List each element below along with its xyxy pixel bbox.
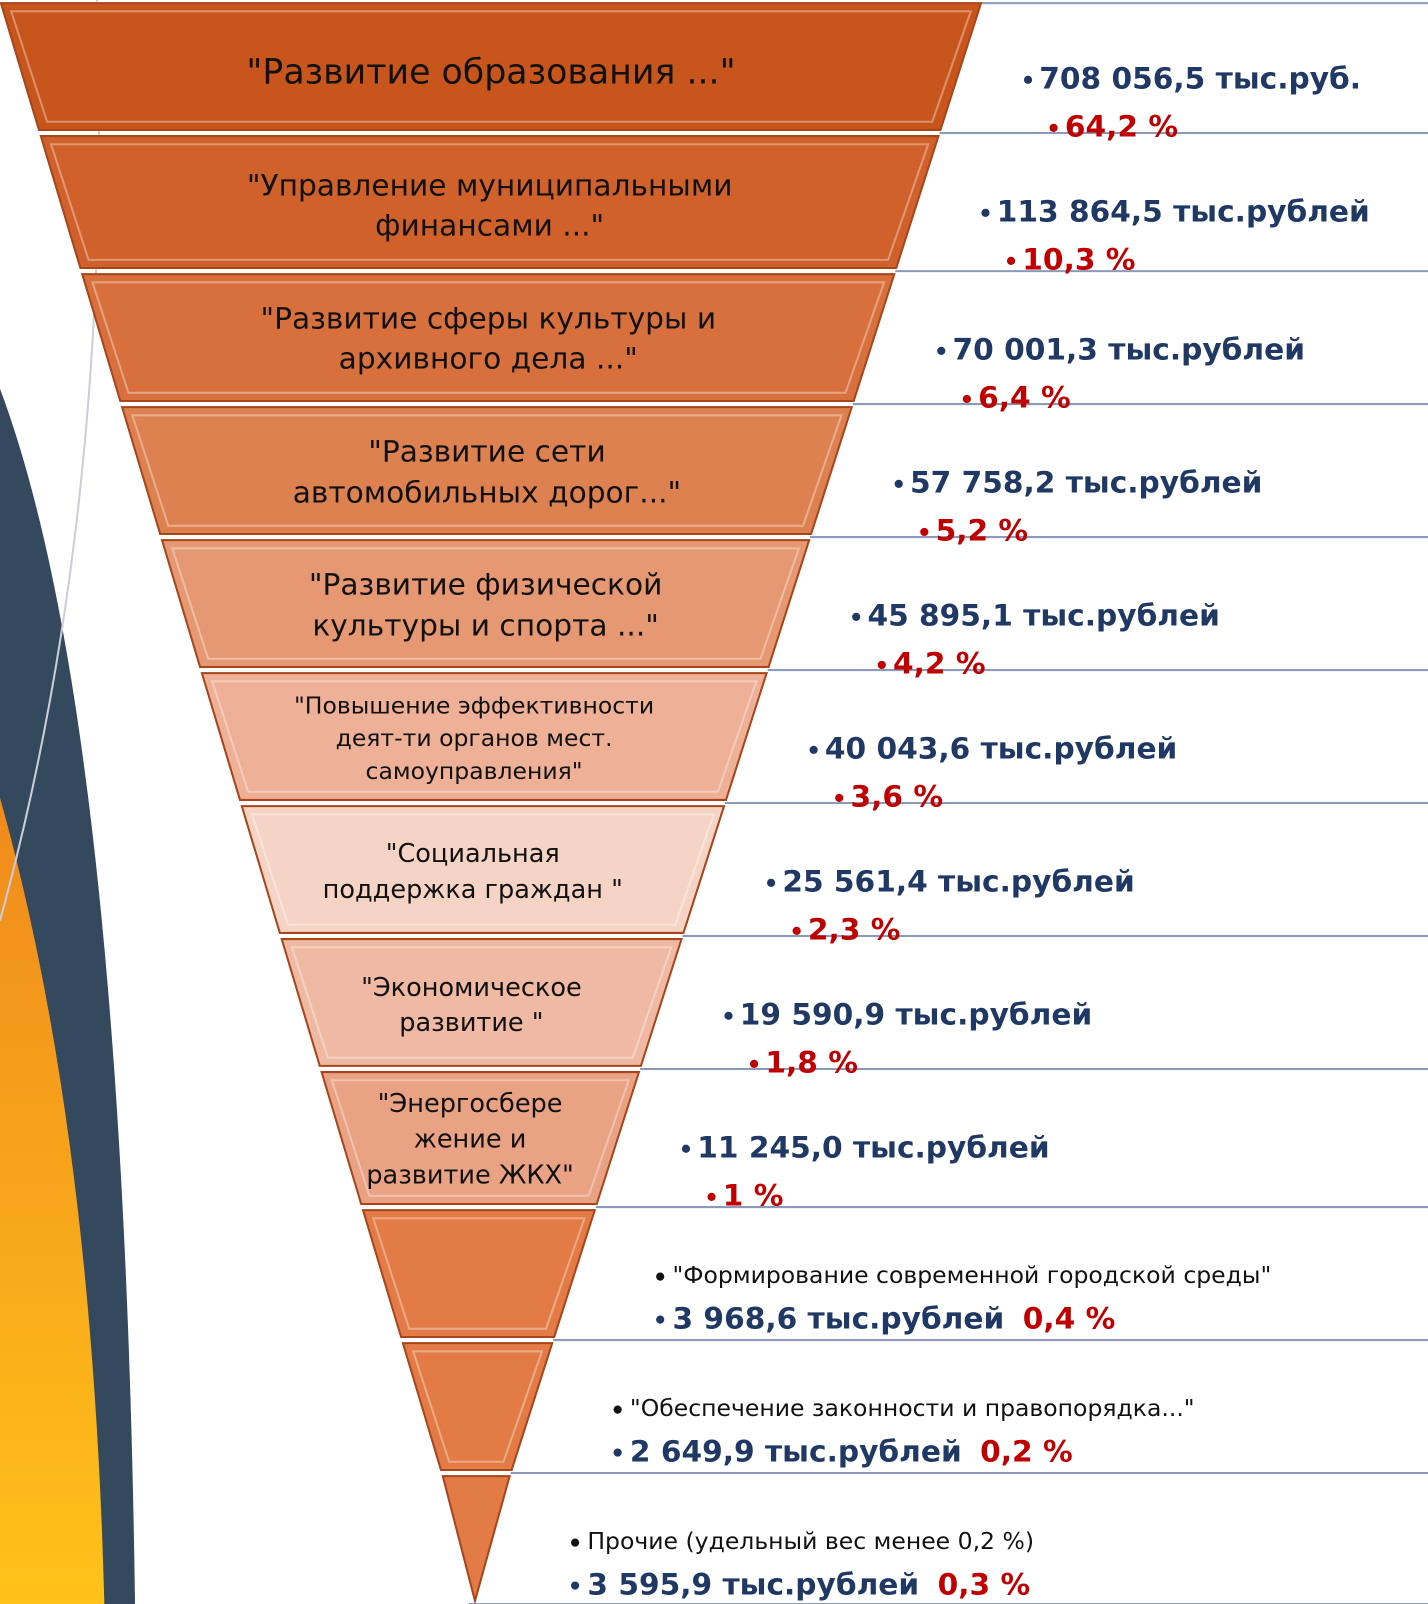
amount: 45 895,1 тыс.рублей — [867, 597, 1219, 632]
bullet — [656, 1316, 664, 1324]
percent: 2,3 % — [808, 911, 901, 946]
segment-label: "Управление муниципальными — [247, 168, 733, 203]
segment-label: "Экономическое — [361, 973, 582, 1003]
segment-label: "Энергосбере — [378, 1089, 563, 1119]
bullet — [656, 1273, 664, 1281]
percent: 0,3 % — [938, 1566, 1031, 1601]
amount-line: 3 595,9 тыс.рублей 0,3 % — [587, 1566, 1030, 1601]
bullet — [1050, 124, 1058, 132]
funnel-segment — [122, 407, 852, 534]
segment-label: архивного дела ..." — [339, 341, 638, 376]
segment-label: "Формирование современной городской сред… — [672, 1261, 1271, 1289]
amount: 11 245,0 тыс.рублей — [697, 1129, 1049, 1164]
bullet — [707, 1193, 715, 1201]
percent: 64,2 % — [1065, 108, 1178, 143]
bullet — [937, 347, 945, 355]
segment-label: развитие " — [399, 1008, 543, 1038]
amount: 40 043,6 тыс.рублей — [825, 730, 1177, 765]
amount-line: 3 968,6 тыс.рублей 0,4 % — [672, 1300, 1115, 1335]
amount: 708 056,5 тыс.руб. — [1039, 60, 1361, 95]
bullet — [614, 1406, 622, 1414]
amount: 70 001,3 тыс.рублей — [953, 331, 1305, 366]
funnel-segment — [403, 1343, 552, 1470]
segment-label: "Повышение эффективности — [294, 691, 654, 719]
bullet — [1007, 257, 1015, 265]
segment-label: финансами ..." — [375, 208, 604, 243]
segment-label: "Развитие физической — [309, 567, 663, 602]
bullet — [1024, 76, 1032, 84]
bullet — [878, 661, 886, 669]
percent: 0,4 % — [1023, 1300, 1116, 1335]
percent: 1 % — [723, 1177, 784, 1212]
percent: 10,3 % — [1022, 241, 1135, 276]
segment-label: поддержка граждан " — [323, 875, 623, 905]
segment-label: "Развитие сферы культуры и — [260, 301, 716, 336]
bullet — [920, 528, 928, 536]
bullet — [852, 613, 860, 621]
funnel-segment — [162, 540, 809, 667]
bullet — [682, 1145, 690, 1153]
segment-label: Прочие (удельный вес менее 0,2 %) — [587, 1527, 1034, 1555]
segment-label: "Обеспечение законности и правопорядка..… — [630, 1394, 1195, 1422]
bullet — [963, 395, 971, 403]
bullet — [793, 927, 801, 935]
segment-label: "Развитие образования ..." — [246, 53, 735, 93]
bullet — [571, 1539, 579, 1547]
segment-label: автомобильных дорог..." — [293, 475, 682, 510]
amount: 3 968,6 тыс.рублей — [672, 1300, 1004, 1335]
bullet — [767, 879, 775, 887]
segment-label: деят-ти органов мест. — [336, 724, 613, 752]
amount: 3 595,9 тыс.рублей — [587, 1566, 919, 1601]
segment-label: "Развитие сети — [368, 434, 606, 469]
bullet — [981, 209, 989, 217]
bullet — [810, 746, 818, 754]
funnel-infographic: "Развитие образования ..." 708 056,5 тыс.… — [0, 0, 1428, 1604]
funnel-segment — [242, 806, 724, 933]
amount: 19 590,9 тыс.рублей — [740, 996, 1092, 1031]
funnel-segment — [443, 1476, 510, 1601]
bullet — [750, 1060, 758, 1068]
amount-line: 2 649,9 тыс.рублей 0,2 % — [630, 1433, 1073, 1468]
bullet — [614, 1448, 622, 1456]
segment-label: "Социальная — [386, 839, 560, 869]
funnel-segment — [363, 1210, 595, 1337]
amount: 57 758,2 тыс.рублей — [910, 464, 1262, 499]
amount: 2 649,9 тыс.рублей — [630, 1433, 962, 1468]
bullet — [571, 1581, 579, 1589]
segment-label: развитие ЖКХ" — [366, 1160, 573, 1190]
amount: 113 864,5 тыс.рублей — [997, 193, 1370, 228]
percent: 4,2 % — [893, 645, 986, 680]
bullet — [895, 480, 903, 488]
percent: 1,8 % — [765, 1044, 858, 1079]
funnel-segment — [82, 274, 894, 401]
percent: 3,6 % — [850, 778, 943, 813]
segment-label: самоуправления" — [366, 757, 583, 785]
amount: 25 561,4 тыс.рублей — [782, 863, 1134, 898]
percent: 6,4 % — [978, 379, 1071, 414]
bullet — [724, 1012, 732, 1020]
segment-label: жение и — [414, 1125, 527, 1155]
percent: 5,2 % — [936, 512, 1029, 547]
bullet — [835, 794, 843, 802]
segment-label: культуры и спорта ..." — [312, 608, 659, 643]
percent: 0,2 % — [980, 1433, 1073, 1468]
